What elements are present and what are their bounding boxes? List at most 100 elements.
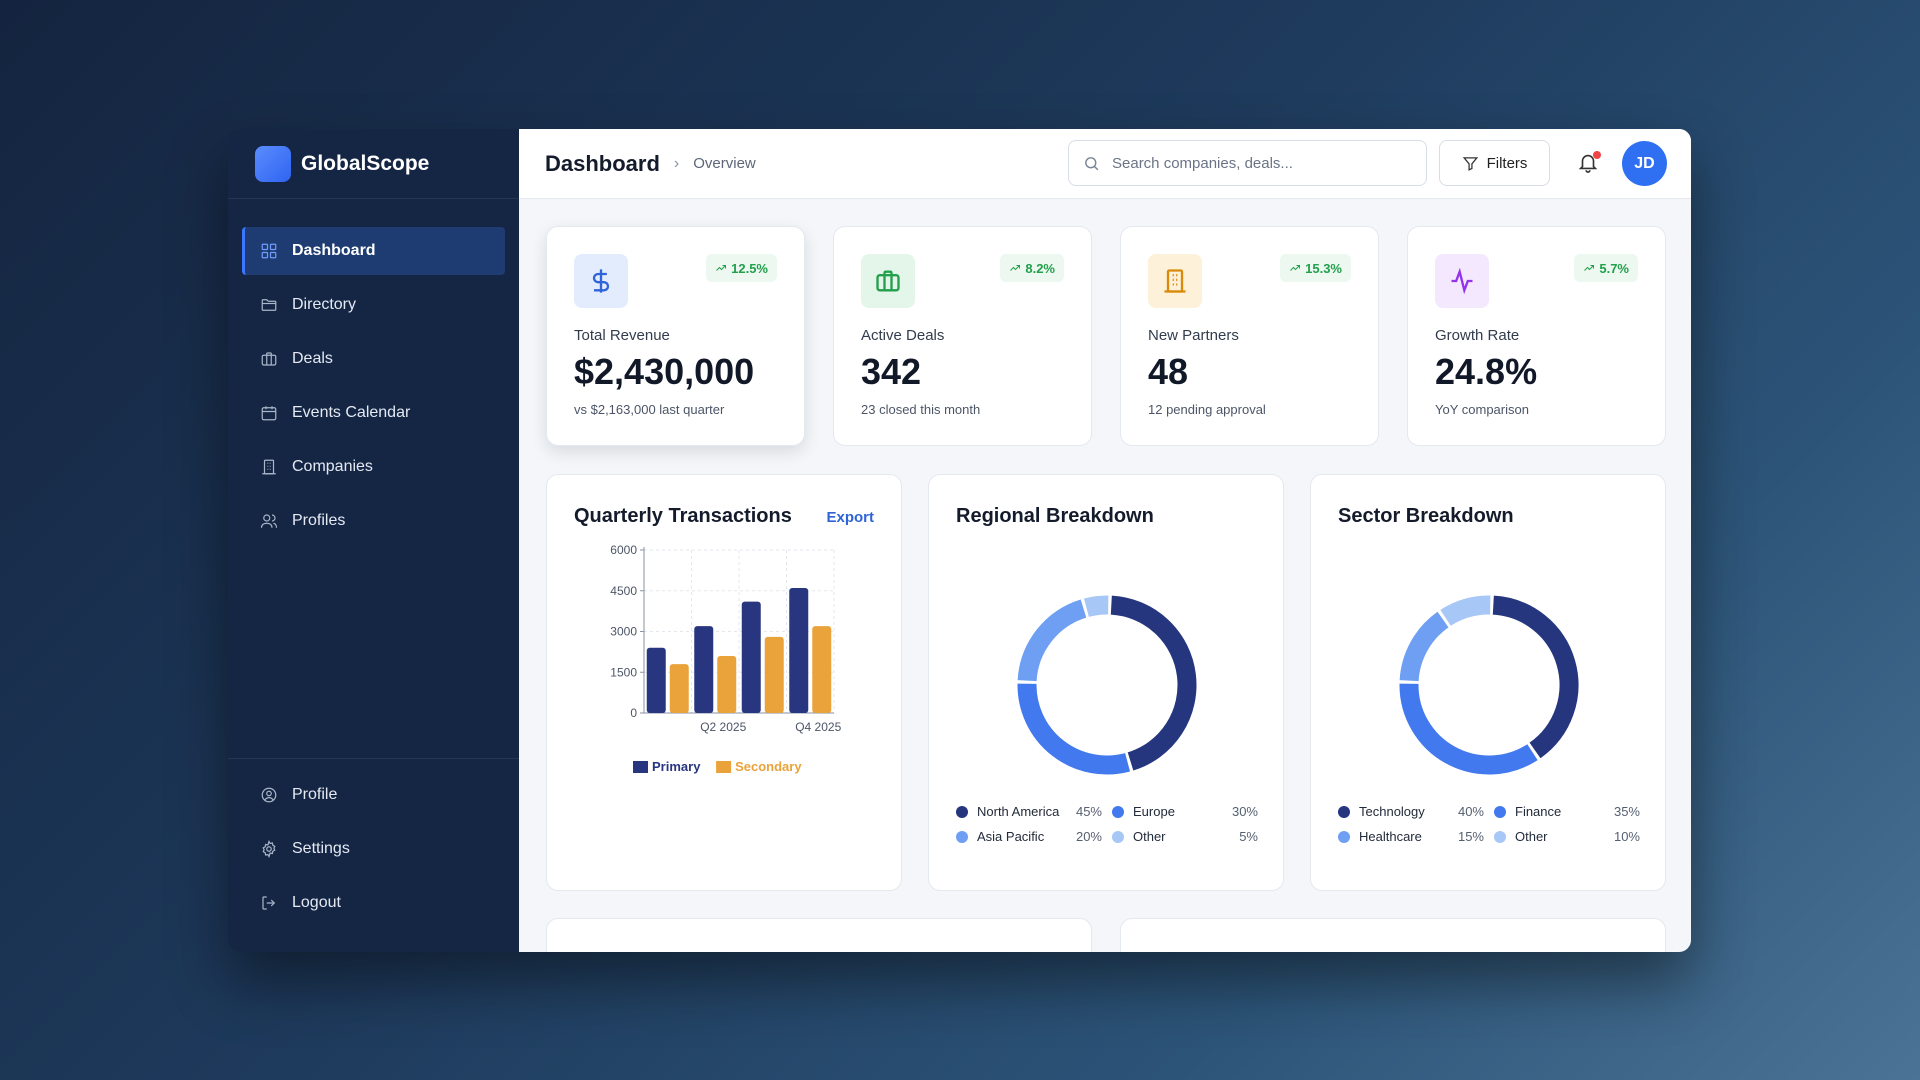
- trending-up-icon: [1584, 265, 1595, 271]
- x-tick-label: Q2 2025: [700, 720, 746, 734]
- sidebar-item-label: Companies: [292, 458, 373, 475]
- stat-card-new-partners[interactable]: 15.3% New Partners 48 12 pending approva…: [1120, 226, 1379, 446]
- y-tick-label: 0: [630, 706, 637, 720]
- activity-icon: [1435, 254, 1489, 308]
- avatar[interactable]: JD: [1622, 141, 1667, 186]
- stat-value: $2,430,000: [574, 351, 755, 392]
- trend-badge: 8.2%: [1000, 254, 1064, 282]
- donut-slice: [1399, 683, 1538, 775]
- sidebar-item-label: Directory: [292, 296, 357, 313]
- legend-label: Healthcare: [1359, 829, 1422, 844]
- legend-item: Finance 35%: [1494, 803, 1640, 820]
- legend-percent: 40%: [1457, 804, 1484, 819]
- legend-swatch: [633, 761, 648, 773]
- legend-percent: 20%: [1075, 829, 1102, 844]
- legend-swatch: [1338, 805, 1350, 818]
- logout-icon: [260, 894, 278, 912]
- breadcrumb[interactable]: Overview: [693, 155, 756, 172]
- bell-icon: [1578, 154, 1598, 173]
- building-icon: [260, 458, 278, 476]
- card-title: Quarterly Transactions: [574, 505, 792, 527]
- trending-up-icon: [1010, 265, 1021, 271]
- sidebar-item-label: Deals: [292, 350, 333, 367]
- stat-card-growth-rate[interactable]: 5.7% Growth Rate 24.8% YoY comparison: [1407, 226, 1666, 446]
- quarterly-transactions-card: Quarterly Transactions Export 0 1500 3000 4…: [546, 474, 902, 891]
- legend-label: Other: [1133, 829, 1166, 844]
- legend-swatch: [716, 761, 732, 773]
- filters-label: Filters: [1486, 154, 1528, 172]
- sidebar: GlobalScope Dashboard Directory Deals Ev…: [228, 129, 519, 952]
- sidebar-item-events-calendar[interactable]: Events Calendar: [242, 389, 505, 437]
- sidebar-item-label: Profile: [292, 786, 338, 803]
- bar-chart: 0 1500 3000 4500 6000 Q2 2025 Q4 2025 Primary Se…: [610, 543, 841, 774]
- legend-swatch: [956, 830, 968, 843]
- stat-card-total-revenue[interactable]: 12.5% Total Revenue $2,430,000 vs $2,163…: [546, 226, 805, 446]
- donut-slice: [1492, 595, 1579, 759]
- legend-swatch: [956, 805, 968, 818]
- sidebar-item-profile[interactable]: Profile: [242, 771, 505, 819]
- filter-icon: [1462, 156, 1478, 171]
- trend-value: 8.2%: [1025, 260, 1055, 276]
- main-content: Dashboard › Overview Filters JD 12.5% To…: [519, 129, 1691, 952]
- legend-swatch: [1494, 805, 1506, 818]
- legend-label: Europe: [1133, 804, 1175, 819]
- stat-subtext: 12 pending approval: [1148, 402, 1266, 417]
- legend-item: Healthcare 15%: [1338, 828, 1484, 845]
- sidebar-item-label: Logout: [292, 894, 341, 911]
- y-tick-label: 4500: [610, 584, 637, 598]
- legend-label: Asia Pacific: [977, 829, 1045, 844]
- bar: [694, 626, 714, 713]
- bar: [764, 636, 784, 713]
- legend-percent: 10%: [1613, 829, 1640, 844]
- legend-swatch: [1494, 830, 1506, 843]
- building-icon: [1148, 254, 1202, 308]
- stat-label: Active Deals: [861, 327, 945, 344]
- sidebar-item-settings[interactable]: Settings: [242, 825, 505, 873]
- sidebar-footer: Profile Settings Logout: [228, 758, 519, 933]
- stat-label: Total Revenue: [574, 327, 670, 344]
- legend-percent: 35%: [1613, 804, 1640, 819]
- regional-breakdown-card: Regional Breakdown North America 45% Euro…: [928, 474, 1284, 891]
- user-circle-icon: [260, 786, 278, 804]
- legend-label: Finance: [1515, 804, 1562, 819]
- stat-value: 24.8%: [1435, 351, 1538, 392]
- sidebar-item-companies[interactable]: Companies: [242, 443, 505, 491]
- y-tick-label: 6000: [610, 543, 637, 557]
- card-title: Sector Breakdown: [1338, 505, 1514, 527]
- sidebar-item-profiles[interactable]: Profiles: [242, 497, 505, 545]
- trend-value: 15.3%: [1305, 260, 1342, 276]
- users-icon: [260, 512, 278, 530]
- legend-item: Technology 40%: [1338, 803, 1484, 820]
- chevron-right-icon: ›: [673, 154, 680, 172]
- legend-swatch: [1112, 830, 1124, 843]
- stat-subtext: vs $2,163,000 last quarter: [574, 402, 725, 417]
- legend-label: North America: [977, 804, 1060, 819]
- search-input[interactable]: [1112, 154, 1392, 172]
- regional-donut-chart: [1017, 595, 1197, 775]
- stat-label: Growth Rate: [1435, 327, 1520, 344]
- filters-button[interactable]: Filters: [1439, 140, 1550, 186]
- donut-slice: [1399, 611, 1449, 682]
- legend-label: Other: [1515, 829, 1548, 844]
- sector-breakdown-card: Sector Breakdown Technology 40% Finance 35…: [1310, 474, 1666, 891]
- donut-slice: [1110, 595, 1197, 771]
- sidebar-item-deals[interactable]: Deals: [242, 335, 505, 383]
- bottom-card-right: [1120, 918, 1666, 952]
- briefcase-icon: [861, 254, 915, 308]
- stat-card-active-deals[interactable]: 8.2% Active Deals 342 23 closed this mon…: [833, 226, 1092, 446]
- page-title: Dashboard: [545, 150, 660, 176]
- sidebar-item-directory[interactable]: Directory: [242, 281, 505, 329]
- sidebar-item-dashboard[interactable]: Dashboard: [242, 227, 505, 275]
- bar: [717, 655, 737, 713]
- notifications-button[interactable]: [1577, 151, 1601, 175]
- trending-up-icon: [1290, 265, 1301, 271]
- grid-icon: [260, 242, 278, 260]
- export-link[interactable]: Export: [826, 509, 874, 526]
- donut-slice: [1017, 599, 1087, 682]
- card-title: Regional Breakdown: [956, 505, 1154, 527]
- stat-label: New Partners: [1148, 327, 1239, 344]
- calendar-icon: [260, 404, 278, 422]
- sidebar-item-logout[interactable]: Logout: [242, 879, 505, 927]
- search-icon: [1085, 156, 1099, 170]
- brand[interactable]: GlobalScope: [228, 129, 519, 199]
